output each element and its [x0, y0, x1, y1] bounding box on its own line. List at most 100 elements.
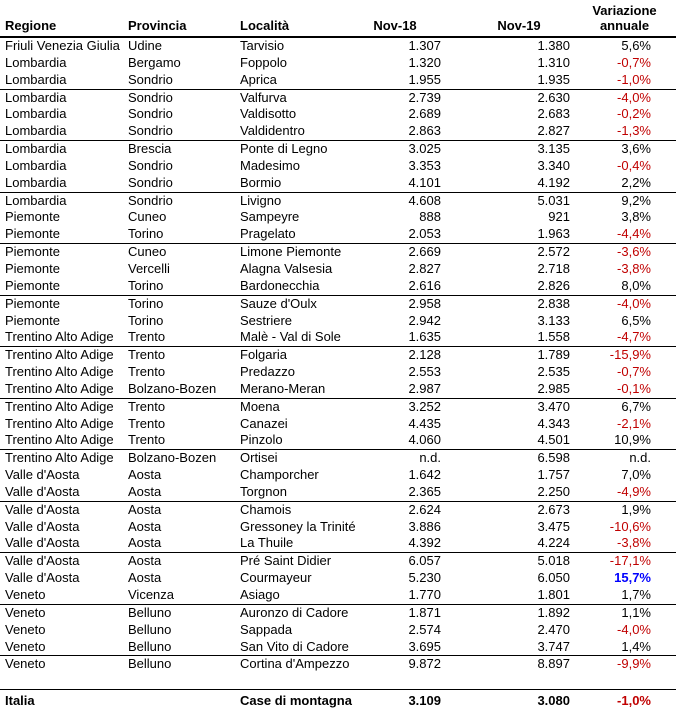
cell-localita: Sappada: [240, 621, 293, 637]
cell-variazione: 15,7%: [614, 570, 651, 586]
cell-nov18: 3.695: [347, 638, 443, 657]
cell-localita: Auronzo di Cadore: [240, 604, 349, 620]
cell-regione: Veneto: [0, 638, 123, 657]
footer-variazione: -1,0%: [573, 688, 676, 712]
header-provincia: Provincia: [123, 0, 235, 38]
cell-nov19: 3.747: [443, 638, 573, 657]
cell-nov18: 2.553: [408, 364, 441, 380]
cell-variazione: -15,9%: [609, 347, 651, 363]
cell-variazione: -4,4%: [573, 226, 676, 245]
table-row: Piemonte Vercelli Alagna Valsesia 2.827 …: [0, 261, 676, 278]
cell-provincia: Torino: [123, 226, 235, 245]
cell-variazione: -3,8%: [617, 260, 651, 276]
header-variazione-line2: annuale: [599, 18, 650, 33]
cell-provincia: Sondrio: [123, 174, 235, 193]
table-row: Lombardia Brescia Ponte di Legno 3.025 3…: [0, 141, 676, 158]
cell-provincia: Aosta: [128, 467, 162, 483]
cell-regione: Valle d'Aosta: [5, 501, 80, 517]
cell-regione: Veneto: [5, 604, 46, 620]
cell-provincia: Cuneo: [128, 244, 167, 260]
cell-localita: Torgnon: [235, 483, 347, 502]
cell-provincia: Aosta: [128, 553, 162, 569]
cell-provincia: Udine: [128, 38, 162, 53]
cell-nov18: 4.608: [408, 192, 441, 208]
cell-nov19: 3.133: [537, 312, 570, 328]
table-row: Trentino Alto Adige Trento Canazei 4.435…: [0, 416, 676, 433]
cell-regione: Valle d'Aosta: [5, 467, 80, 483]
cell-variazione: -0,7%: [617, 54, 651, 70]
cell-nov19: 1.789: [537, 347, 570, 363]
cell-localita: Chamois: [240, 501, 292, 517]
cell-localita: Malè - Val di Sole: [235, 329, 347, 348]
cell-nov19: 4.224: [443, 535, 573, 554]
table-row: Lombardia Bergamo Foppolo 1.320 1.310 -0…: [0, 55, 676, 72]
cell-regione: Trentino Alto Adige: [0, 329, 123, 348]
table-header: Regione Provincia Località Nov-18 Nov-19…: [0, 0, 676, 38]
cell-nov19: 5.018: [537, 553, 570, 569]
cell-provincia: Sondrio: [128, 157, 173, 173]
cell-provincia: Aosta: [128, 501, 162, 517]
cell-regione: Trentino Alto Adige: [5, 347, 114, 363]
cell-nov19: 3.470: [537, 398, 570, 414]
cell-variazione: -4,0%: [617, 621, 651, 637]
cell-provincia: Trento: [128, 364, 166, 380]
cell-nov18: 1.955: [347, 71, 443, 90]
cell-nov19: 3.135: [537, 141, 570, 157]
cell-regione: Trentino Alto Adige: [5, 364, 114, 380]
cell-regione: Veneto: [5, 656, 46, 672]
cell-provincia: Brescia: [128, 141, 172, 157]
table-row: Valle d'Aosta Aosta Gressoney la Trinité…: [0, 519, 676, 536]
cell-variazione: -0,2%: [617, 106, 651, 122]
cell-localita: Aprica: [235, 71, 347, 90]
cell-provincia: Sondrio: [123, 123, 235, 142]
cell-nov19: 2.673: [537, 501, 570, 517]
cell-nov18: 2.689: [408, 106, 441, 122]
cell-nov19: 2.250: [443, 483, 573, 502]
cell-localita: Foppolo: [240, 54, 287, 70]
cell-variazione: 6,5%: [621, 312, 651, 328]
cell-variazione: -3,6%: [617, 244, 651, 260]
table-row: Trentino Alto Adige Trento Predazzo 2.55…: [0, 364, 676, 381]
cell-nov19: 2.683: [537, 106, 570, 122]
cell-localita: Alagna Valsesia: [240, 260, 333, 276]
cell-regione: Piemonte: [5, 209, 60, 225]
table-row: Lombardia Sondrio Aprica 1.955 1.935 -1,…: [0, 71, 676, 90]
cell-nov18: 2.942: [408, 312, 441, 328]
cell-localita: San Vito di Cadore: [235, 638, 349, 657]
cell-nov19: 2.838: [537, 295, 570, 311]
cell-nov19: 2.827: [443, 123, 573, 142]
cell-variazione: -4,0%: [617, 89, 651, 105]
cell-provincia: Cuneo: [128, 209, 167, 225]
cell-provincia: Trento: [128, 398, 166, 414]
cell-regione: Piemonte: [5, 244, 60, 260]
cell-variazione: 10,9%: [573, 432, 676, 451]
cell-provincia: Sondrio: [123, 71, 235, 90]
cell-regione: Valle d'Aosta: [0, 535, 123, 554]
cell-nov19: 1.380: [537, 38, 570, 53]
table-row: Lombardia Sondrio Livigno 4.608 5.031 9,…: [0, 192, 676, 209]
cell-nov19: 4.501: [443, 432, 573, 451]
cell-variazione: -0,7%: [617, 364, 651, 380]
cell-nov18: 3.252: [408, 398, 441, 414]
table-row: Trentino Alto Adige Trento Pinzolo 4.060…: [0, 432, 676, 451]
cell-localita: Sauze d'Oulx: [240, 295, 317, 311]
cell-provincia: Belluno: [128, 604, 172, 620]
cell-variazione: 5,6%: [621, 38, 651, 53]
table-row: Piemonte Torino Sauze d'Oulx 2.958 2.838…: [0, 295, 676, 312]
header-localita: Località: [235, 0, 347, 38]
cell-localita: Courmayeur: [240, 570, 312, 586]
cell-nov19: 921: [548, 209, 570, 225]
cell-regione: Piemonte: [5, 312, 60, 328]
cell-provincia: Belluno: [128, 656, 172, 672]
table-row: Trentino Alto Adige Trento Folgaria 2.12…: [0, 347, 676, 364]
cell-nov19: 3.340: [537, 157, 570, 173]
cell-nov19: 1.963: [443, 226, 573, 245]
cell-nov19: 5.031: [537, 192, 570, 208]
footer-localita: Case di montagna: [235, 688, 352, 712]
cell-nov19: 4.343: [537, 415, 570, 431]
table-footer: Italia Case di montagna 3.109 3.080 -1,0…: [0, 673, 676, 712]
cell-provincia: Aosta: [128, 518, 162, 534]
table-row: Piemonte Torino Bardonecchia 2.616 2.826…: [0, 277, 676, 296]
cell-nov19: 3.475: [537, 518, 570, 534]
cell-localita: Gressoney la Trinité: [240, 518, 356, 534]
